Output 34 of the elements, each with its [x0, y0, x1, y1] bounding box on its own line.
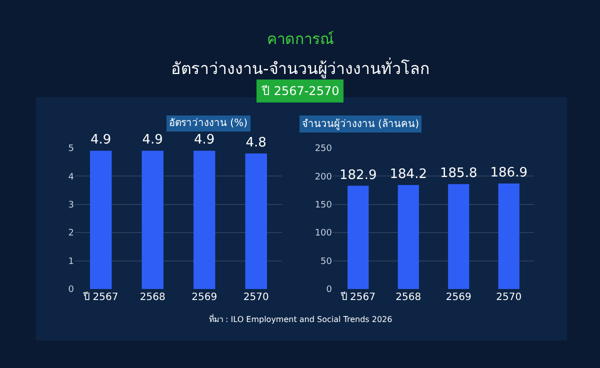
y-tick-label: 4 [68, 172, 74, 182]
text: อัตราว่างงาน-จำนวนผู้ว่างงานทั่วโลก [171, 57, 430, 79]
y-tick-label: 1 [68, 256, 74, 267]
x-tick-label: 2568 [140, 292, 166, 303]
data-label: 4.9 [194, 132, 215, 148]
y-tick-label: 0 [68, 285, 74, 296]
y-tick-label: 200 [314, 172, 332, 182]
data-label: 4.8 [246, 136, 266, 151]
x-tick-label: ปี 2567 [82, 290, 118, 303]
text: ปี 2567-2570 [261, 84, 340, 98]
data-label: 186.9 [490, 166, 528, 181]
y-tick-label: 0 [326, 285, 332, 296]
x-tick-label: 2569 [192, 292, 218, 303]
chart-title: จำนวนผู้ว่างงาน (ล้านคน) [302, 118, 420, 130]
y-tick-label: 50 [320, 256, 332, 267]
x-tick-label: ปี 2567 [340, 290, 376, 303]
chart-title: อัตราว่างงาน (%) [169, 118, 248, 129]
data-label: 185.8 [440, 166, 478, 182]
y-tick-label: 3 [68, 200, 74, 210]
x-tick-label: 2568 [396, 292, 422, 303]
y-tick-label: 2 [68, 228, 74, 239]
y-tick-label: 5 [68, 144, 74, 154]
data-label: 4.9 [142, 132, 163, 148]
data-label: 184.2 [390, 167, 427, 182]
text: คาดการณ์ [267, 30, 334, 48]
text: ที่มา : ILO Employment and Social Trends 2026 [209, 313, 392, 324]
x-tick-label: 2569 [446, 292, 472, 303]
data-label: 182.9 [340, 168, 377, 183]
y-tick-label: 250 [314, 144, 332, 154]
y-tick-label: 150 [314, 200, 332, 210]
y-tick-label: 100 [314, 228, 332, 239]
x-tick-label: 2570 [243, 292, 269, 303]
data-label: 4.9 [90, 132, 112, 148]
x-tick-label: 2570 [496, 292, 522, 303]
